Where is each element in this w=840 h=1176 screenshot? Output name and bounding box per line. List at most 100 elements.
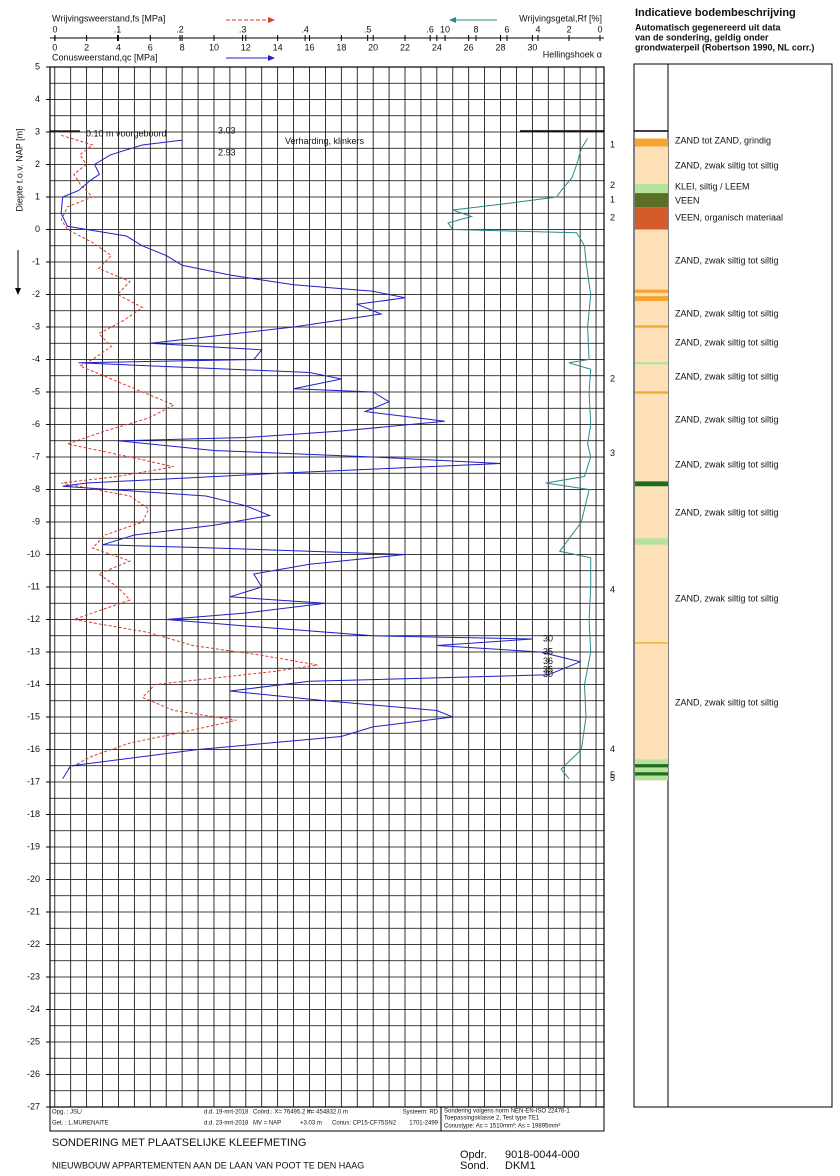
inclination-value: 4 — [610, 744, 615, 754]
footer: Opg. : JSL/ Get. : L.MURENAITE d.d. 19-m… — [49, 1106, 605, 1172]
soil-label: ZAND, zwak siltig tot siltig — [675, 255, 779, 265]
soil-label: ZAND, zwak siltig tot siltig — [675, 414, 779, 424]
footer-text: MV = NAP — [253, 1121, 281, 1127]
y-tick-label: -19 — [27, 841, 40, 851]
footer-text: 1701-2499 — [409, 1121, 438, 1127]
fs-tick-label: .6 — [426, 24, 434, 34]
fs-tick-label: .4 — [301, 24, 309, 34]
soil-panel — [633, 63, 833, 1108]
y-tick-label: -18 — [27, 809, 40, 819]
y-tick-label: -21 — [27, 906, 40, 916]
footer-text: +3.03 m — [300, 1121, 322, 1127]
footer-box — [49, 1106, 605, 1132]
soil-layer — [635, 146, 668, 184]
footer-text: d.d. 23-mrt-2018 — [204, 1121, 249, 1127]
inclination-value: 4 — [610, 585, 615, 595]
y-tick-label: 1 — [35, 191, 40, 201]
qc-tick-label: 28 — [496, 42, 506, 52]
offscale-label: 35 — [543, 646, 553, 656]
offscale-label: 30 — [543, 633, 553, 643]
soil-label: ZAND, zwak siltig tot siltig — [675, 507, 779, 517]
soil-layer — [635, 289, 668, 293]
y-tick-label: -10 — [27, 549, 40, 559]
soil-subtitle: grondwaterpeil (Robertson 1990, NL corr.… — [635, 42, 814, 52]
fs-tick-label: 0 — [52, 24, 57, 34]
fs-tick-label: .5 — [364, 24, 372, 34]
soil-label: KLEI, siltig / LEEM — [675, 181, 750, 191]
rf-line — [447, 138, 592, 780]
fs-label: Wrijvingsweerstand,fs [MPa] — [52, 13, 165, 23]
soil-layer — [635, 138, 668, 147]
y-tick-label: 0 — [35, 224, 40, 234]
soil-layer — [635, 325, 668, 328]
rf-tick-label: 8 — [474, 24, 479, 34]
report-title: SONDERING MET PLAATSELIJKE KLEEFMETING — [52, 1137, 306, 1149]
qc-legend-arrow — [268, 55, 275, 61]
annotation: Verharding, klinkers — [285, 136, 365, 146]
opdr-label: Opdr. — [460, 1149, 487, 1161]
y-tick-label: 2 — [35, 159, 40, 169]
y-tick-label: -14 — [27, 679, 40, 689]
qc-tick-label: 8 — [180, 42, 185, 52]
inclination-value: 3 — [610, 448, 615, 458]
soil-subtitle: Automatisch gegenereerd uit data — [635, 22, 782, 32]
fs-tick-label: .1 — [114, 24, 122, 34]
qc-label: Conusweerstand,qc [MPa] — [52, 52, 158, 62]
soil-layer — [635, 772, 668, 776]
soil-layer — [635, 642, 668, 644]
y-tick-label: -4 — [32, 354, 40, 364]
soil-label: ZAND tot ZAND, grindig — [675, 135, 771, 145]
y-tick-label: -25 — [27, 1036, 40, 1046]
y-tick-label: -5 — [32, 386, 40, 396]
fs-line — [60, 134, 318, 770]
qc-tick-label: 22 — [400, 42, 410, 52]
offscale-label: 30 — [543, 669, 553, 679]
soil-layer — [635, 184, 668, 194]
fs-tick-label: .3 — [239, 24, 247, 34]
qc-tick-label: 20 — [368, 42, 378, 52]
y-tick-label: -26 — [27, 1069, 40, 1079]
soil-subtitle: van de sondering, geldig onder — [635, 32, 769, 42]
y-tick-label: -23 — [27, 971, 40, 981]
soil-label: ZAND, zwak siltig tot siltig — [675, 337, 779, 347]
rf-tick-label: 0 — [597, 24, 602, 34]
qc-tick-label: 0 — [52, 42, 57, 52]
qc-tick-label: 14 — [273, 42, 283, 52]
rf-legend-arrow — [449, 17, 456, 23]
footer-text: Systeem: RD — [403, 1110, 439, 1116]
rf-label: Wrijvingsgetal,Rf [%] — [519, 13, 602, 23]
qc-tick-label: 26 — [464, 42, 474, 52]
inclination-value: 2 — [610, 180, 615, 190]
soil-label: ZAND, zwak siltig tot siltig — [675, 161, 779, 171]
y-tick-label: -3 — [32, 321, 40, 331]
qc-tick-label: 10 — [209, 42, 219, 52]
soil-label: VEEN — [675, 195, 700, 205]
annotation: 3.03 — [218, 125, 236, 135]
annotation: 0.10 m voorgeboord — [86, 129, 167, 139]
y-tick-label: -16 — [27, 744, 40, 754]
soil-label: ZAND, zwak siltig tot siltig — [675, 593, 779, 603]
y-tick-label: -27 — [27, 1101, 40, 1111]
soil-layer — [635, 759, 668, 781]
soil-layer — [635, 229, 668, 760]
soil-label: ZAND, zwak siltig tot siltig — [675, 308, 779, 318]
inclination-value: 5 — [610, 770, 615, 780]
y-tick-label: 3 — [35, 126, 40, 136]
rf-tick-label: 6 — [505, 24, 510, 34]
down-arrow-head — [15, 288, 21, 295]
soil-layer — [635, 193, 668, 208]
inclination-value: 5 — [610, 773, 615, 783]
qc-tick-label: 6 — [148, 42, 153, 52]
qc-tick-label: 4 — [116, 42, 121, 52]
qc-tick-label: 16 — [304, 42, 314, 52]
qc-tick-label: 2 — [84, 42, 89, 52]
soil-layer — [635, 362, 668, 365]
soil-label: ZAND, zwak siltig tot siltig — [675, 460, 779, 470]
soil-label: ZAND, zwak siltig tot siltig — [675, 697, 779, 707]
soil-title: Indicatieve bodembeschrijving — [635, 7, 796, 19]
project: NIEUWBOUW APPARTEMENTEN AAN DE LAAN VAN … — [52, 1160, 364, 1170]
annotation: 2.93 — [218, 148, 236, 158]
soil-layer — [635, 296, 668, 301]
y-tick-label: -13 — [27, 646, 40, 656]
